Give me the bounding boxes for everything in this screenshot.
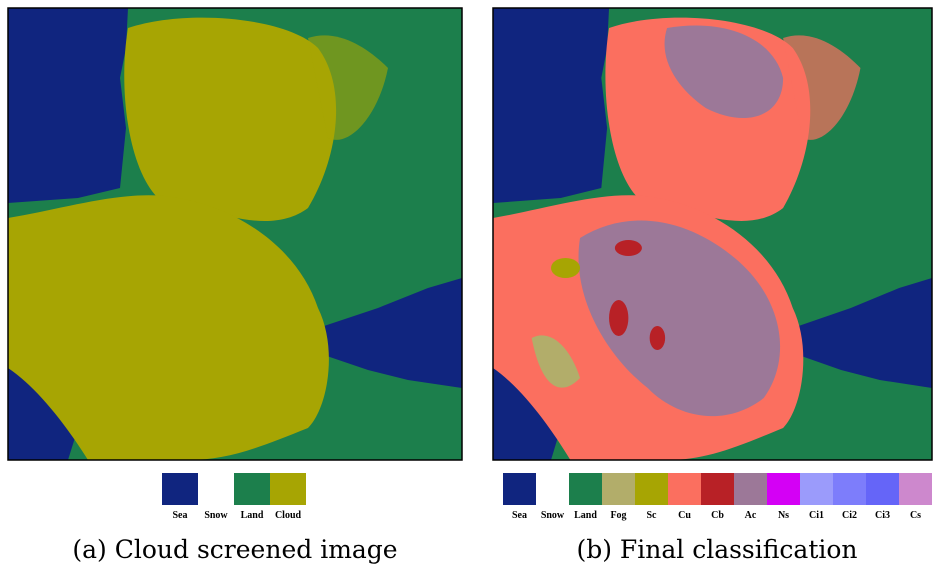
legend-swatch xyxy=(833,473,866,505)
legend-label: Ns xyxy=(778,510,789,521)
legends: Sea Snow Land Cloud (a) Cloud screened image… xyxy=(72,473,932,564)
legend-swatch xyxy=(162,473,198,505)
legend-swatch xyxy=(270,473,306,505)
legend-label: Cu xyxy=(678,510,691,521)
legend-swatch xyxy=(767,473,800,505)
legend-label: Land xyxy=(241,510,264,521)
legend-label: Ac xyxy=(745,510,757,521)
legend-label: Sea xyxy=(512,510,527,521)
legend-swatch xyxy=(234,473,270,505)
legend-label: Cb xyxy=(711,510,724,521)
caption: (b) Final classification xyxy=(576,535,857,564)
caption: (a) Cloud screened image xyxy=(72,535,397,564)
final-classification-map xyxy=(493,8,932,460)
legend-swatch xyxy=(734,473,767,505)
legend-swatch xyxy=(701,473,734,505)
legend-swatch xyxy=(866,473,899,505)
legend-swatch xyxy=(602,473,635,505)
legend-label: Cs xyxy=(910,510,921,521)
legend-label: Sea xyxy=(173,510,188,521)
legend-swatch xyxy=(198,473,234,505)
legend-label: Sc xyxy=(647,510,658,521)
legend-label: Ci2 xyxy=(842,510,857,521)
legend-swatch xyxy=(800,473,833,505)
legend-label: Fog xyxy=(610,510,626,521)
cloud-screened-map xyxy=(8,8,462,460)
legend-label: Ci1 xyxy=(809,510,824,521)
figure: Sea Snow Land Cloud (a) Cloud screened image… xyxy=(0,0,933,567)
legend-swatch xyxy=(668,473,701,505)
legend-label: Land xyxy=(574,510,597,521)
legend-swatch xyxy=(569,473,602,505)
legend-swatch xyxy=(503,473,536,505)
legend-label: Ci3 xyxy=(875,510,890,521)
legend-swatch xyxy=(536,473,569,505)
legend-swatch xyxy=(635,473,668,505)
legend-swatch xyxy=(899,473,932,505)
legend-label: Cloud xyxy=(275,510,302,521)
legend-label: Snow xyxy=(204,510,228,521)
legend-label: Snow xyxy=(541,510,565,521)
